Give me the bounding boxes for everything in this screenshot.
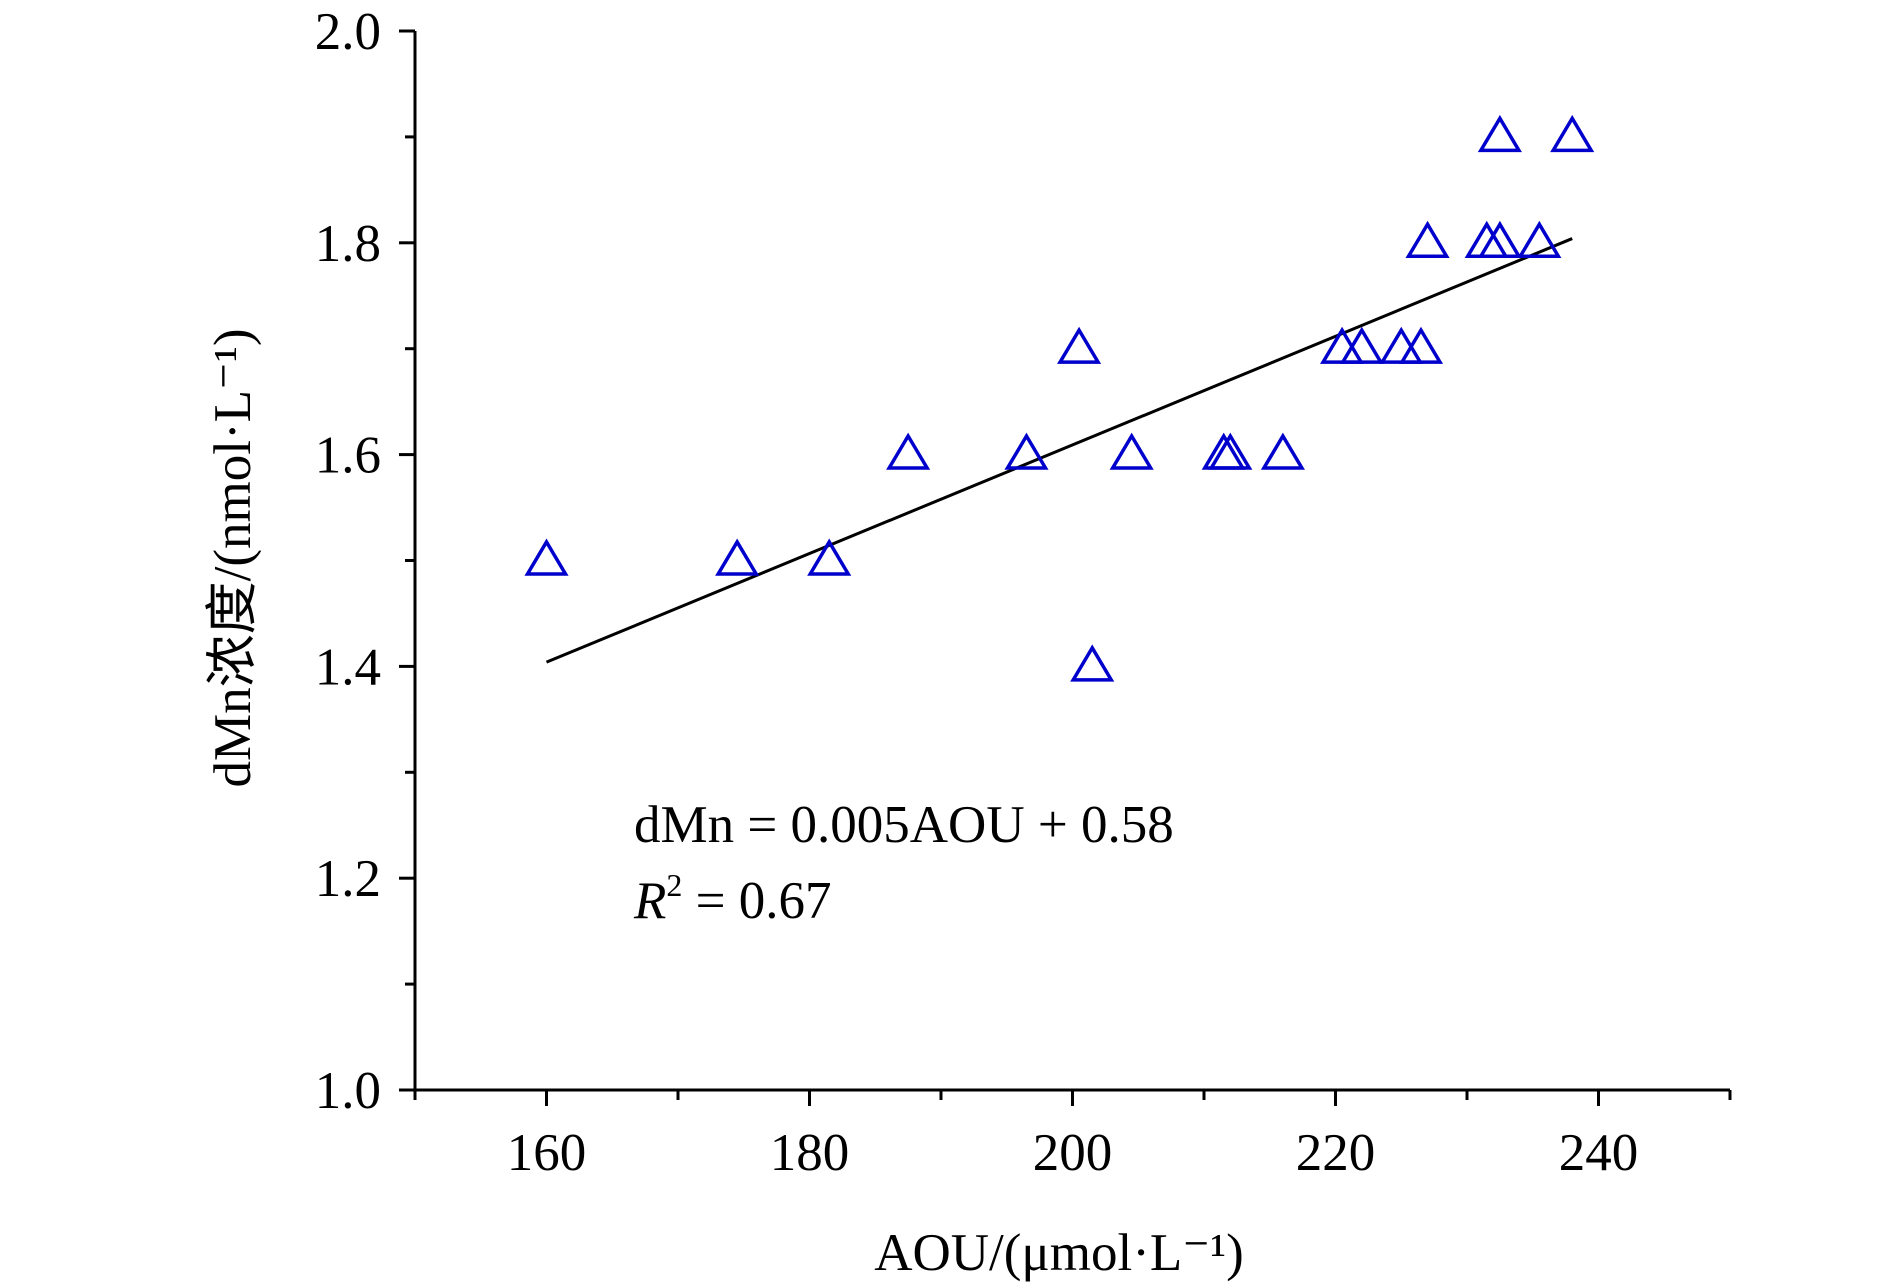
r-squared-annotation: R2 = 0.67: [633, 867, 832, 930]
ticks: 160 180 200 220 240 1.0 1.2 1.4 1.6 1.8 2.0: [315, 3, 1732, 1182]
data-points: [524, 114, 1595, 682]
data-point-triangle: [1201, 432, 1246, 470]
y-tick-label: 2.0: [315, 3, 381, 61]
y-tick-label: 1.6: [315, 427, 381, 485]
y-axis-title: dMn浓度/(nmol·L⁻¹): [204, 329, 262, 788]
data-point-triangle: [1339, 326, 1384, 364]
data-point-triangle: [1379, 326, 1424, 364]
data-point-triangle: [1260, 432, 1305, 470]
data-point-triangle: [1109, 432, 1154, 470]
y-tick-label: 1.4: [315, 638, 381, 696]
data-point-triangle: [1057, 326, 1102, 364]
data-point-triangle: [1550, 114, 1595, 153]
data-point-triangle: [1517, 220, 1562, 258]
regression-line: [545, 237, 1573, 664]
x-tick-label: 200: [1033, 1124, 1113, 1182]
r-squared-exponent: 2: [666, 867, 682, 903]
data-point-triangle: [524, 538, 569, 576]
x-tick-label: 160: [507, 1124, 587, 1182]
data-point-triangle: [1070, 644, 1115, 682]
r-squared-symbol: R: [633, 872, 666, 930]
x-tick-label: 220: [1296, 1124, 1376, 1182]
x-tick-label: 180: [770, 1124, 850, 1182]
y-tick-label: 1.0: [315, 1062, 381, 1120]
data-point-triangle: [886, 432, 931, 470]
data-point-triangle: [1477, 220, 1522, 258]
data-point-triangle: [807, 538, 852, 576]
data-point-triangle: [1464, 220, 1509, 258]
data-point-triangle: [1398, 326, 1444, 364]
y-tick-label: 1.2: [315, 850, 381, 908]
data-point-triangle: [1477, 114, 1522, 153]
x-axis-title: AOU/(μmol·L⁻¹): [874, 1224, 1244, 1282]
data-point-triangle: [1004, 432, 1049, 470]
r-squared-value: = 0.67: [682, 872, 831, 930]
fit-line-group: [545, 237, 1573, 664]
axes: [413, 31, 1730, 1092]
data-point-triangle: [715, 538, 760, 576]
y-tick-label: 1.8: [315, 215, 381, 273]
data-point-triangle: [1208, 432, 1253, 470]
x-tick-label: 240: [1559, 1124, 1639, 1182]
data-point-triangle: [1405, 220, 1450, 258]
regression-equation: dMn = 0.005AOU + 0.58: [634, 796, 1174, 854]
